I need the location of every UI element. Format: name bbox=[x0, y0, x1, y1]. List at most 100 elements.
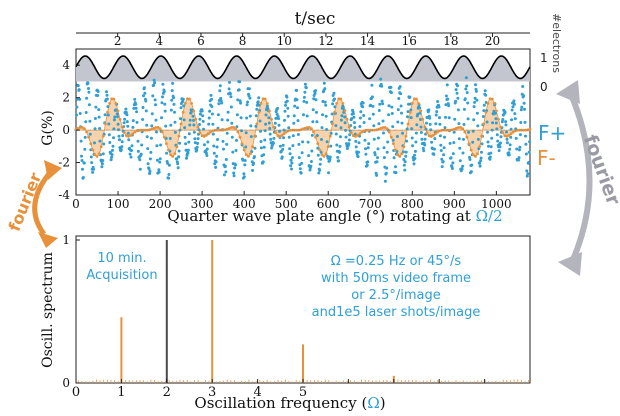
f-plus-point bbox=[438, 116, 441, 120]
f-minus-point bbox=[202, 135, 206, 138]
f-plus-point bbox=[209, 93, 213, 97]
f-plus-point bbox=[366, 146, 370, 150]
top-x-tick-label: 500 bbox=[275, 197, 298, 211]
f-plus-point bbox=[467, 130, 471, 134]
f-plus-point bbox=[153, 98, 157, 102]
f-plus-point bbox=[80, 159, 84, 162]
f-plus-point bbox=[118, 138, 121, 142]
f-plus-point bbox=[97, 108, 101, 112]
f-plus-point bbox=[362, 114, 366, 117]
f-plus-point bbox=[524, 142, 528, 146]
f-plus-point bbox=[106, 113, 110, 117]
f-plus-point bbox=[297, 142, 301, 146]
f-minus-point bbox=[133, 130, 137, 134]
f-minus-point bbox=[95, 155, 99, 158]
f-plus-point bbox=[309, 164, 313, 168]
f-minus-point bbox=[83, 127, 86, 131]
f-plus-point bbox=[439, 149, 443, 152]
f-plus-point bbox=[223, 164, 227, 168]
f-plus-point bbox=[201, 114, 205, 118]
f-plus-point bbox=[286, 106, 290, 110]
top-xlabel: Quarter wave plate angle (°) rotating at… bbox=[167, 207, 502, 225]
top-plot-frame bbox=[75, 48, 531, 196]
f-plus-point bbox=[241, 158, 245, 162]
top-y-tick-label: 0 bbox=[62, 123, 70, 137]
top-xlabel-text: Quarter wave plate angle (°) rotating at bbox=[167, 207, 470, 225]
f-plus-point bbox=[314, 89, 317, 93]
f-plus-point bbox=[430, 140, 434, 144]
f-plus-point bbox=[325, 128, 329, 131]
f-plus-point bbox=[234, 163, 237, 167]
f-minus-point bbox=[356, 134, 359, 137]
f-plus-point bbox=[364, 152, 368, 156]
f-minus-point bbox=[223, 128, 227, 132]
bottom-xlabel-text: Oscillation frequency ( bbox=[194, 394, 367, 412]
f-plus-point bbox=[115, 112, 119, 116]
f-plus-point bbox=[169, 123, 173, 127]
f-plus-point bbox=[131, 119, 135, 123]
f-minus-point bbox=[328, 134, 332, 138]
f-minus-point bbox=[272, 125, 275, 129]
f-plus-point bbox=[356, 155, 360, 159]
f-plus-point bbox=[353, 126, 357, 129]
f-plus-point bbox=[231, 150, 235, 154]
f-plus-point bbox=[333, 97, 336, 101]
f-plus-point bbox=[278, 144, 282, 148]
f-plus-point bbox=[124, 110, 128, 114]
f-plus-point bbox=[138, 158, 142, 162]
f-plus-point bbox=[316, 153, 320, 157]
f-minus-point bbox=[326, 145, 330, 149]
f-plus-point bbox=[313, 91, 317, 95]
f-plus-point bbox=[152, 78, 156, 82]
top-axis-title: t/sec bbox=[295, 9, 336, 29]
f-plus-point bbox=[310, 133, 314, 137]
f-plus-point bbox=[240, 129, 243, 133]
f-plus-point bbox=[232, 171, 236, 175]
f-plus-point bbox=[186, 148, 190, 152]
f-plus-point bbox=[75, 97, 79, 101]
f-plus-point bbox=[105, 97, 109, 101]
f-plus-point bbox=[143, 91, 147, 95]
f-plus-point bbox=[288, 152, 292, 156]
f-plus-point bbox=[175, 157, 179, 161]
f-plus-point bbox=[479, 159, 483, 163]
f-plus-point bbox=[152, 83, 156, 87]
f-plus-point bbox=[387, 104, 391, 108]
f-plus-point bbox=[462, 107, 466, 111]
f-plus-point bbox=[345, 147, 349, 150]
f-plus-point bbox=[480, 142, 484, 146]
f-plus-point bbox=[262, 153, 266, 157]
f-plus-point bbox=[428, 122, 432, 126]
f-plus-point bbox=[75, 105, 79, 109]
time-tick-label: 16 bbox=[402, 34, 417, 48]
f-plus-point bbox=[242, 175, 246, 179]
f-minus-point bbox=[341, 102, 345, 105]
f-plus-point bbox=[214, 160, 218, 164]
f-minus-point bbox=[478, 145, 481, 149]
f-plus-point bbox=[484, 93, 488, 97]
f-plus-point bbox=[378, 102, 382, 106]
f-plus-point bbox=[207, 122, 211, 126]
f-plus-point bbox=[298, 167, 302, 171]
f-plus-point bbox=[163, 102, 167, 106]
f-plus-point bbox=[423, 143, 427, 147]
f-plus-point bbox=[449, 156, 453, 160]
f-plus-point bbox=[108, 141, 112, 144]
f-minus-point bbox=[324, 152, 328, 156]
f-minus-point bbox=[106, 110, 109, 114]
f-plus-point bbox=[391, 138, 395, 142]
f-plus-point bbox=[311, 108, 315, 112]
f-plus-point bbox=[245, 116, 249, 120]
f-minus-point bbox=[394, 148, 397, 152]
f-plus-point bbox=[210, 105, 214, 109]
f-plus-point bbox=[321, 100, 325, 103]
f-plus-point bbox=[486, 140, 490, 144]
f-minus-point bbox=[295, 128, 299, 132]
f-minus-point bbox=[480, 134, 484, 138]
f-plus-point bbox=[358, 116, 362, 120]
f-plus-point bbox=[83, 135, 87, 139]
f-plus-point bbox=[507, 153, 511, 157]
top-y-tick-label: -2 bbox=[58, 156, 70, 170]
f-plus-point bbox=[297, 156, 301, 160]
f-plus-point bbox=[225, 131, 229, 135]
